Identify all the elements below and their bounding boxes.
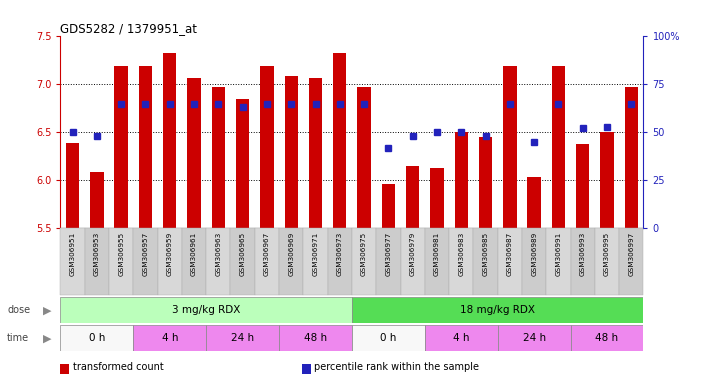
Bar: [546, 228, 570, 295]
Bar: [236, 99, 250, 228]
Bar: [85, 228, 109, 295]
Bar: [352, 297, 643, 323]
Text: GSM306981: GSM306981: [434, 232, 440, 276]
Bar: [503, 66, 516, 228]
Bar: [454, 132, 468, 228]
Text: ▶: ▶: [43, 333, 51, 343]
Text: GSM306963: GSM306963: [215, 232, 221, 276]
Text: GSM306965: GSM306965: [240, 232, 245, 276]
Bar: [114, 66, 128, 228]
Bar: [382, 184, 395, 228]
Text: 18 mg/kg RDX: 18 mg/kg RDX: [460, 305, 535, 315]
Text: GSM306953: GSM306953: [94, 232, 100, 276]
Bar: [352, 228, 376, 295]
Bar: [595, 228, 619, 295]
Text: GSM306993: GSM306993: [579, 232, 586, 276]
Bar: [358, 87, 370, 228]
Text: GSM306961: GSM306961: [191, 232, 197, 276]
Text: GSM306997: GSM306997: [629, 232, 634, 276]
Bar: [163, 53, 176, 228]
Bar: [182, 228, 206, 295]
Text: GSM306967: GSM306967: [264, 232, 270, 276]
Bar: [139, 66, 152, 228]
Bar: [90, 172, 104, 228]
Bar: [522, 228, 546, 295]
Text: 0 h: 0 h: [380, 333, 397, 343]
Text: 24 h: 24 h: [523, 333, 546, 343]
Text: GSM306959: GSM306959: [167, 232, 173, 276]
Text: GSM306975: GSM306975: [361, 232, 367, 276]
Text: GSM306991: GSM306991: [555, 232, 562, 276]
Text: percentile rank within the sample: percentile rank within the sample: [314, 362, 479, 372]
Text: ▶: ▶: [43, 305, 51, 315]
Bar: [376, 228, 400, 295]
Bar: [570, 325, 643, 351]
Bar: [430, 168, 444, 228]
Bar: [134, 325, 206, 351]
Bar: [570, 228, 595, 295]
Bar: [528, 177, 541, 228]
Text: GSM306973: GSM306973: [337, 232, 343, 276]
Bar: [188, 78, 201, 228]
Bar: [449, 228, 474, 295]
Bar: [425, 325, 498, 351]
Bar: [60, 297, 352, 323]
Text: 48 h: 48 h: [304, 333, 327, 343]
Text: dose: dose: [7, 305, 31, 315]
Text: GSM306955: GSM306955: [118, 232, 124, 276]
Text: GSM306957: GSM306957: [142, 232, 149, 276]
Bar: [66, 143, 79, 228]
Text: 4 h: 4 h: [161, 333, 178, 343]
Text: GSM306985: GSM306985: [483, 232, 488, 276]
Bar: [600, 132, 614, 228]
Text: GSM306951: GSM306951: [70, 232, 75, 276]
Bar: [619, 228, 643, 295]
Bar: [279, 325, 352, 351]
Bar: [352, 325, 425, 351]
Text: transformed count: transformed count: [73, 362, 164, 372]
Bar: [206, 325, 279, 351]
Bar: [400, 228, 425, 295]
Text: GSM306971: GSM306971: [313, 232, 319, 276]
Text: time: time: [7, 333, 29, 343]
Bar: [134, 228, 158, 295]
Bar: [60, 325, 134, 351]
Text: GSM306969: GSM306969: [288, 232, 294, 276]
Bar: [576, 144, 589, 228]
Text: GSM306989: GSM306989: [531, 232, 537, 276]
Bar: [333, 53, 346, 228]
Bar: [552, 66, 565, 228]
Bar: [425, 228, 449, 295]
Text: 3 mg/kg RDX: 3 mg/kg RDX: [172, 305, 240, 315]
Bar: [255, 228, 279, 295]
Bar: [279, 228, 304, 295]
Bar: [60, 228, 85, 295]
Bar: [212, 87, 225, 228]
Bar: [260, 66, 274, 228]
Text: GSM306979: GSM306979: [410, 232, 416, 276]
Bar: [625, 87, 638, 228]
Bar: [304, 228, 328, 295]
Bar: [309, 78, 322, 228]
Bar: [206, 228, 230, 295]
Bar: [230, 228, 255, 295]
Text: GSM306977: GSM306977: [385, 232, 391, 276]
Bar: [406, 166, 419, 228]
Bar: [498, 325, 570, 351]
Text: 48 h: 48 h: [595, 333, 619, 343]
Text: 4 h: 4 h: [453, 333, 469, 343]
Text: GSM306995: GSM306995: [604, 232, 610, 276]
Bar: [158, 228, 182, 295]
Bar: [328, 228, 352, 295]
Bar: [498, 228, 522, 295]
Bar: [109, 228, 134, 295]
Text: 24 h: 24 h: [231, 333, 255, 343]
Text: GSM306987: GSM306987: [507, 232, 513, 276]
Bar: [479, 137, 492, 228]
Bar: [474, 228, 498, 295]
Text: GSM306983: GSM306983: [459, 232, 464, 276]
Bar: [284, 76, 298, 228]
Text: 0 h: 0 h: [89, 333, 105, 343]
Text: GDS5282 / 1379951_at: GDS5282 / 1379951_at: [60, 22, 198, 35]
